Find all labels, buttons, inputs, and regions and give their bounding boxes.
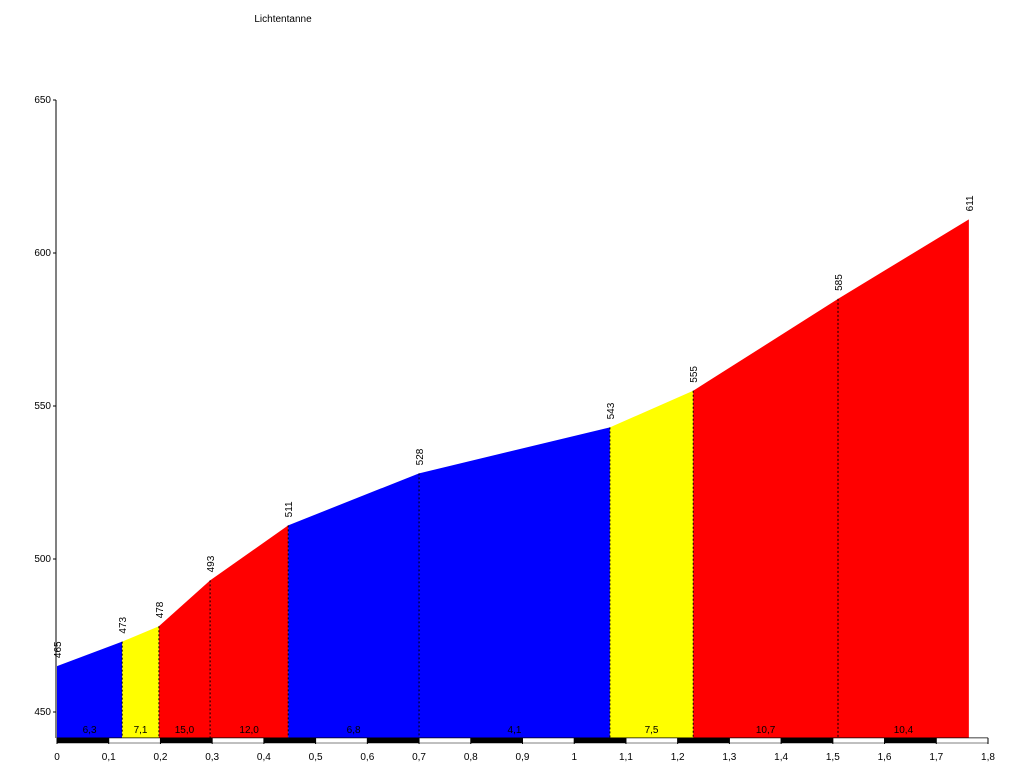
x-tick-label: 1,3: [722, 752, 736, 763]
x-tick-label: 1,4: [774, 752, 788, 763]
y-tick-label: 550: [34, 401, 51, 412]
gradient-label: 10,7: [756, 725, 776, 736]
x-tick-label: 1: [571, 752, 577, 763]
gradient-label: 7,1: [134, 725, 148, 736]
scale-block: [160, 737, 213, 744]
elevation-label: 528: [415, 448, 426, 465]
x-tick-label: 1,6: [878, 752, 892, 763]
x-tick-label: 0,4: [257, 752, 271, 763]
elevation-label: 611: [965, 195, 976, 211]
profile-segment: [210, 525, 289, 738]
profile-segment: [838, 219, 969, 738]
scale-block: [108, 737, 161, 744]
x-tick-label: 1,7: [929, 752, 943, 763]
elevation-label: 555: [689, 366, 700, 383]
x-tick-label: 1,5: [826, 752, 840, 763]
elevation-label: 465: [53, 641, 64, 658]
x-tick-label: 0,7: [412, 752, 426, 763]
y-tick-label: 600: [34, 248, 51, 259]
scale-block: [470, 737, 523, 744]
scale-block: [263, 737, 316, 744]
scale-block: [780, 737, 834, 744]
x-tick-label: 0,5: [309, 752, 323, 763]
scale-block: [367, 737, 420, 744]
scale-block: [729, 737, 782, 744]
scale-block: [522, 737, 575, 744]
profile-segment: [158, 580, 211, 738]
x-tick-label: 0: [54, 752, 60, 763]
profile-segment: [419, 427, 610, 738]
y-tick-label: 650: [34, 95, 51, 106]
x-tick-label: 0,9: [516, 752, 530, 763]
profile-segment: [57, 641, 123, 738]
scale-block: [573, 737, 627, 744]
gradient-label: 6,8: [347, 725, 361, 736]
scale-block: [677, 737, 730, 744]
x-tick-label: 0,6: [360, 752, 374, 763]
profile-segment: [288, 473, 420, 738]
scale-block: [884, 737, 937, 744]
scale-block: [625, 737, 678, 744]
y-tick-label: 500: [34, 554, 51, 565]
gradient-label: 12,0: [239, 725, 259, 736]
profile-segment: [122, 626, 159, 738]
elevation-label: 585: [834, 274, 845, 291]
x-tick-label: 0,2: [153, 752, 167, 763]
profile-segment: [693, 298, 839, 738]
gradient-label: 6,3: [83, 725, 97, 736]
elevation-label: 543: [606, 402, 617, 419]
y-tick-label: 450: [34, 707, 51, 718]
chart-title: Lichtentanne: [254, 14, 312, 25]
gradient-label: 7,5: [645, 725, 659, 736]
scale-block: [936, 737, 989, 744]
scale-block: [56, 737, 109, 744]
elevation-label: 478: [155, 601, 166, 618]
scale-block: [832, 737, 885, 744]
elevation-label: 511: [284, 501, 295, 517]
gradient-label: 4,1: [508, 725, 522, 736]
gradient-label: 10,4: [894, 725, 914, 736]
x-tick-label: 0,1: [102, 752, 116, 763]
elevation-label: 473: [118, 616, 129, 633]
gradient-label: 15,0: [175, 725, 195, 736]
x-tick-label: 0,8: [464, 752, 478, 763]
scale-block: [211, 737, 265, 744]
elevation-label: 493: [206, 555, 217, 572]
x-tick-label: 0,3: [205, 752, 219, 763]
scale-block: [315, 737, 368, 744]
x-tick-label: 1,2: [671, 752, 685, 763]
profile-segment: [609, 390, 694, 738]
scale-block: [418, 737, 472, 744]
x-tick-label: 1,8: [981, 752, 995, 763]
x-tick-label: 1,1: [619, 752, 633, 763]
